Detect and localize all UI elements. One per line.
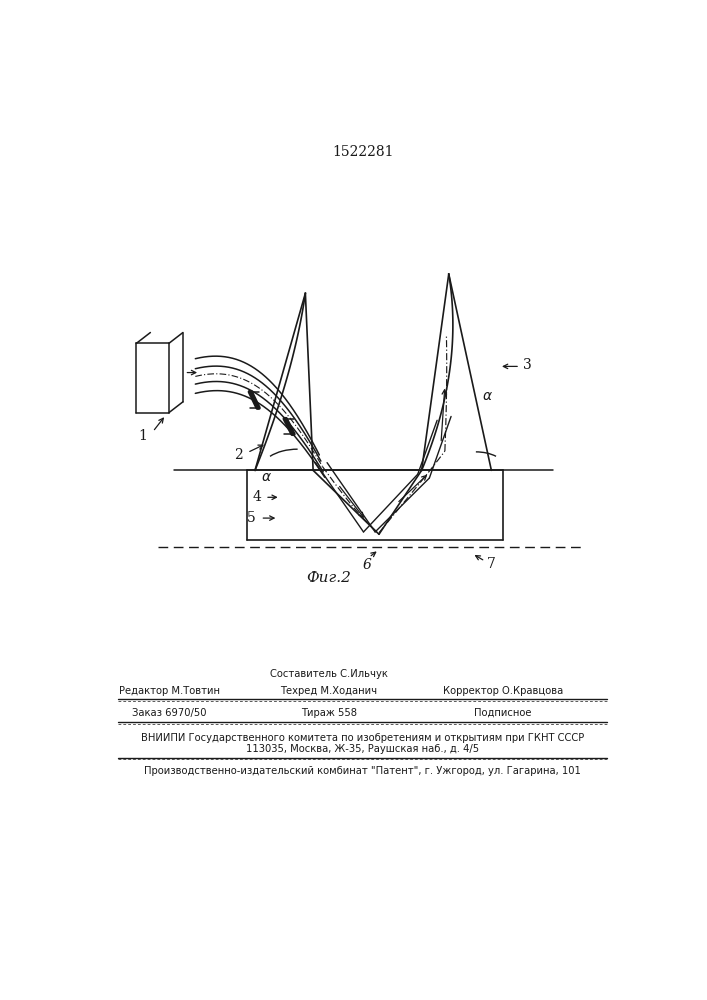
Text: 113035, Москва, Ж-35, Раушская наб., д. 4/5: 113035, Москва, Ж-35, Раушская наб., д. …: [246, 744, 479, 754]
Text: α: α: [262, 470, 271, 484]
Text: Производственно-издательский комбинат "Патент", г. Ужгород, ул. Гагарина, 101: Производственно-издательский комбинат "П…: [144, 766, 581, 776]
Text: Тираж 558: Тираж 558: [300, 708, 356, 718]
Text: 1522281: 1522281: [332, 145, 394, 159]
Text: Заказ 6970/50: Заказ 6970/50: [132, 708, 207, 718]
Text: 2: 2: [233, 448, 243, 462]
Text: ВНИИПИ Государственного комитета по изобретениям и открытиям при ГКНТ СССР: ВНИИПИ Государственного комитета по изоб…: [141, 733, 585, 743]
Text: Подписное: Подписное: [474, 708, 532, 718]
Text: 3: 3: [523, 358, 532, 372]
Text: 4: 4: [253, 490, 262, 504]
Text: Техред М.Ходанич: Техред М.Ходанич: [280, 686, 378, 696]
Text: 5: 5: [247, 511, 255, 525]
Text: 1: 1: [138, 429, 147, 443]
Text: 7: 7: [487, 557, 496, 571]
Text: Составитель С.Ильчук: Составитель С.Ильчук: [269, 669, 387, 679]
Text: Корректор О.Кравцова: Корректор О.Кравцова: [443, 686, 563, 696]
Text: Редактор М.Товтин: Редактор М.Товтин: [119, 686, 221, 696]
Text: Фиг.2: Фиг.2: [306, 571, 351, 585]
Text: α: α: [483, 389, 492, 403]
Text: 6: 6: [363, 558, 372, 572]
